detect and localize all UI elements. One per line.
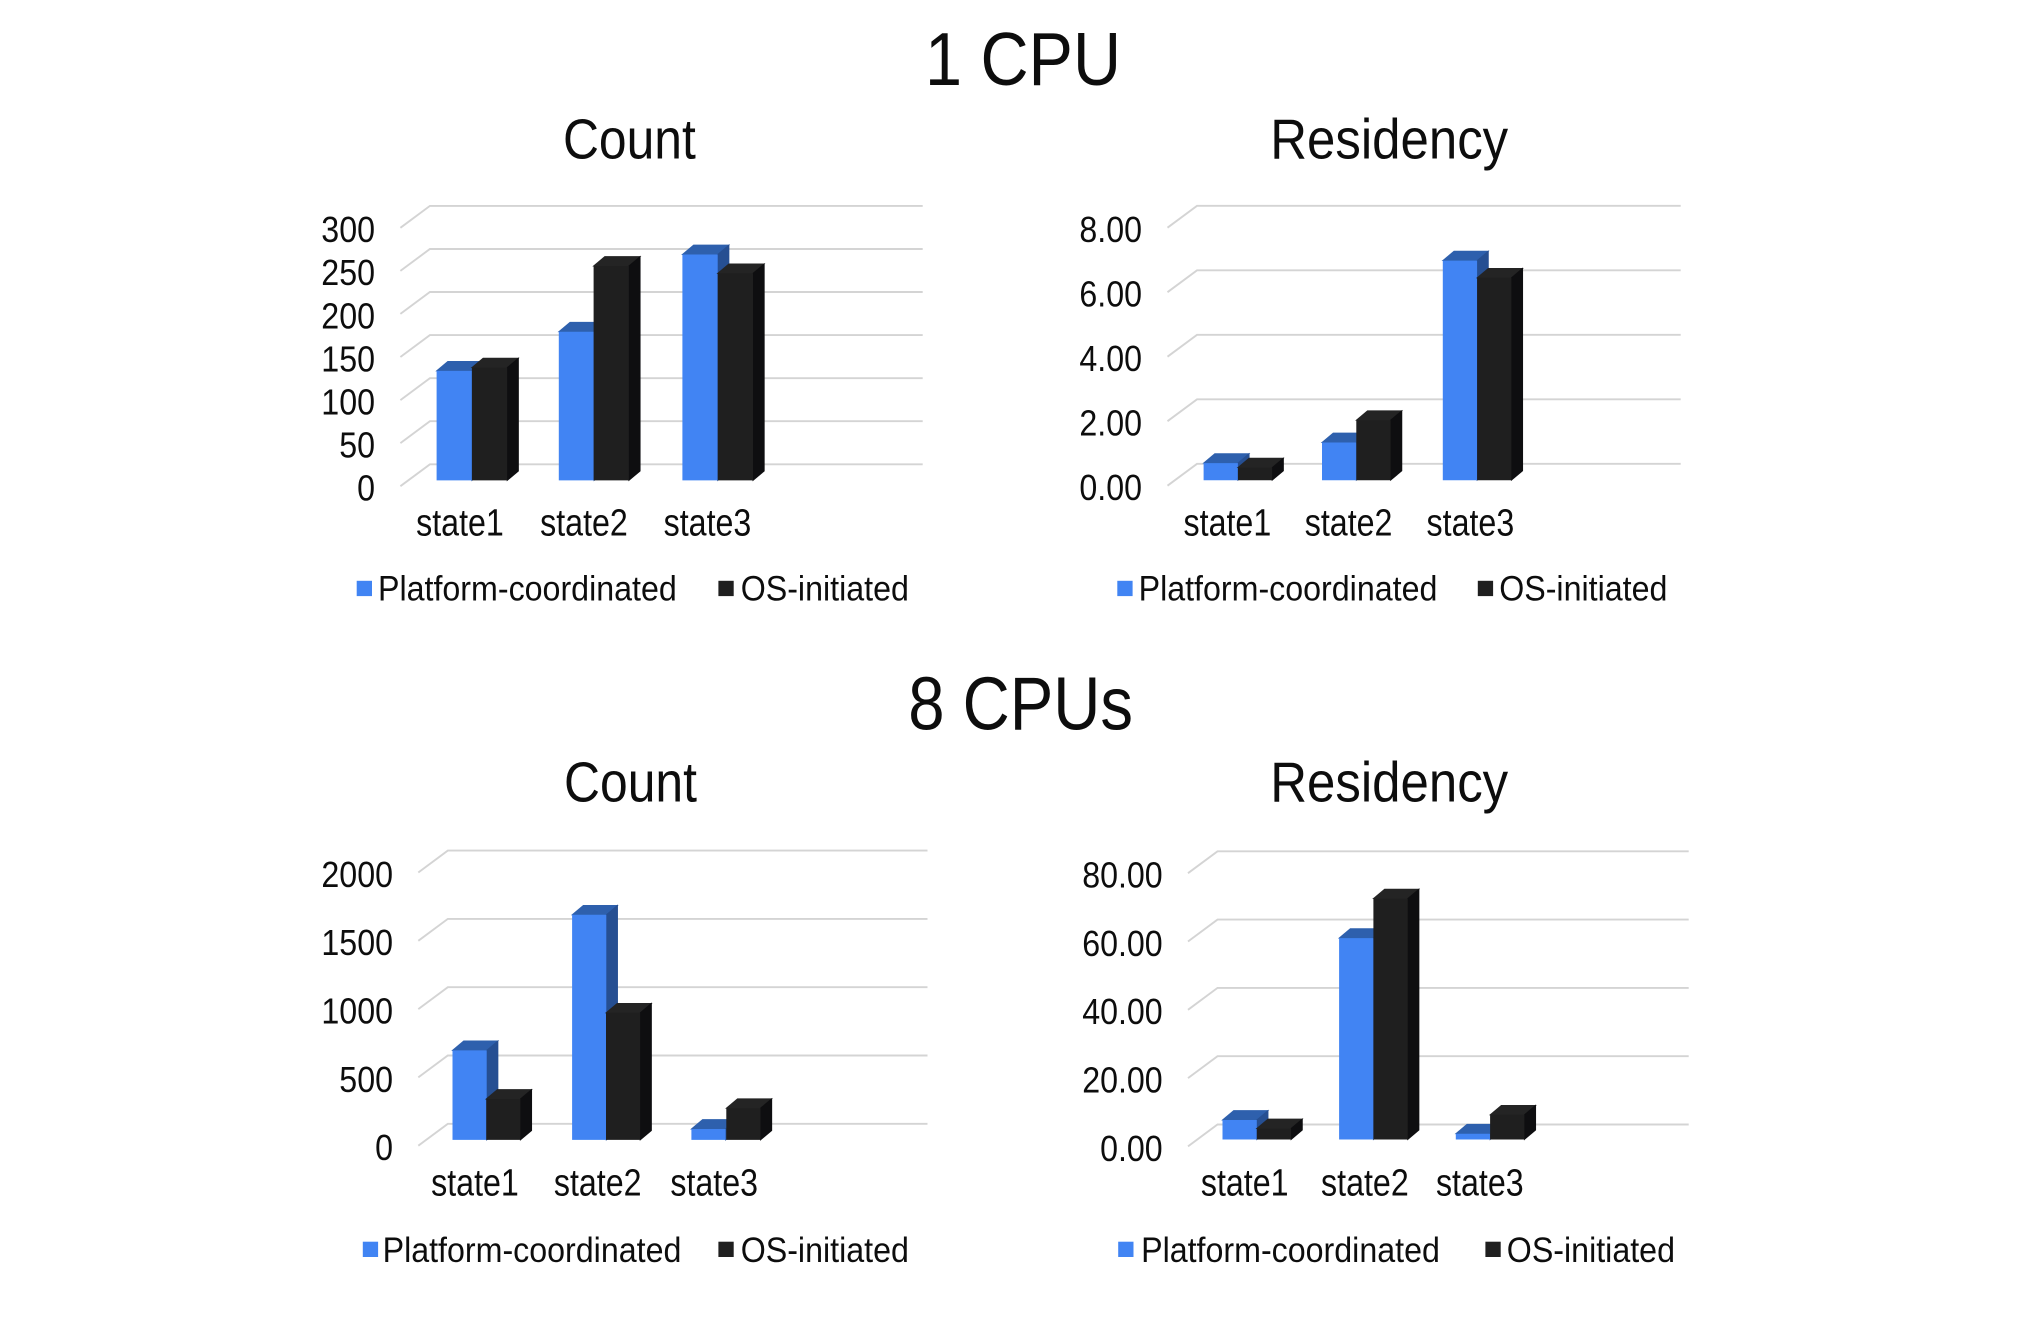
- svg-text:OS-initiated: OS-initiated: [1499, 570, 1667, 609]
- svg-text:Platform-coordinated: Platform-coordinated: [1139, 570, 1438, 609]
- svg-text:state2: state2: [1321, 1163, 1409, 1205]
- svg-text:200: 200: [321, 295, 375, 336]
- svg-text:150: 150: [321, 338, 375, 379]
- svg-text:8 CPUs: 8 CPUs: [908, 662, 1133, 746]
- svg-text:250: 250: [321, 252, 375, 293]
- svg-text:Count: Count: [563, 107, 696, 171]
- svg-text:1000: 1000: [321, 991, 393, 1032]
- svg-text:state2: state2: [554, 1163, 642, 1205]
- svg-text:0.00: 0.00: [1100, 1128, 1163, 1169]
- svg-text:8.00: 8.00: [1079, 209, 1142, 250]
- svg-text:2.00: 2.00: [1079, 403, 1142, 444]
- svg-text:state2: state2: [540, 503, 628, 545]
- svg-text:state3: state3: [1436, 1163, 1524, 1205]
- svg-text:Platform-coordinated: Platform-coordinated: [378, 570, 677, 609]
- svg-text:40.00: 40.00: [1082, 991, 1163, 1032]
- svg-text:Platform-coordinated: Platform-coordinated: [1141, 1231, 1440, 1270]
- svg-text:300: 300: [321, 209, 375, 250]
- svg-text:500: 500: [339, 1059, 393, 1100]
- svg-text:Platform-coordinated: Platform-coordinated: [383, 1231, 682, 1270]
- svg-text:state3: state3: [1427, 503, 1515, 545]
- svg-text:100: 100: [321, 382, 375, 423]
- svg-text:state3: state3: [664, 503, 752, 545]
- svg-text:80.00: 80.00: [1082, 855, 1163, 896]
- svg-text:0: 0: [357, 468, 375, 509]
- svg-text:OS-initiated: OS-initiated: [1507, 1231, 1675, 1270]
- svg-text:1500: 1500: [321, 922, 393, 963]
- svg-text:state1: state1: [1201, 1163, 1289, 1205]
- svg-text:60.00: 60.00: [1082, 923, 1163, 964]
- svg-text:4.00: 4.00: [1079, 338, 1142, 379]
- svg-text:50: 50: [339, 425, 375, 466]
- svg-text:6.00: 6.00: [1079, 274, 1142, 315]
- svg-text:1 CPU: 1 CPU: [925, 17, 1121, 101]
- svg-text:OS-initiated: OS-initiated: [741, 570, 909, 609]
- svg-text:Residency: Residency: [1270, 107, 1508, 171]
- svg-text:state1: state1: [1184, 503, 1272, 545]
- svg-text:Count: Count: [564, 751, 697, 815]
- svg-text:OS-initiated: OS-initiated: [741, 1231, 909, 1270]
- svg-text:state1: state1: [431, 1163, 519, 1205]
- svg-text:Residency: Residency: [1270, 751, 1508, 815]
- svg-text:2000: 2000: [321, 854, 393, 895]
- svg-text:state2: state2: [1305, 503, 1393, 545]
- svg-text:0.00: 0.00: [1079, 467, 1142, 508]
- svg-text:0: 0: [375, 1127, 393, 1168]
- svg-text:state1: state1: [416, 503, 504, 545]
- svg-text:20.00: 20.00: [1082, 1060, 1163, 1101]
- svg-text:state3: state3: [670, 1163, 758, 1205]
